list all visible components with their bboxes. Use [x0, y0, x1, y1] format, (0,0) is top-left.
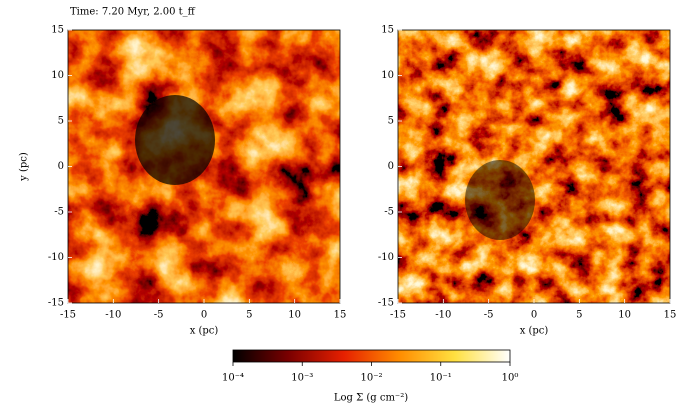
- x-tick-label: 15: [664, 310, 677, 321]
- figure: Time: 7.20 Myr, 2.00 t_ff Log Σ (g cm⁻²)…: [0, 0, 689, 406]
- colorbar-tick-label: 10⁻²: [360, 373, 382, 384]
- x-tick-label: -5: [154, 310, 164, 321]
- colorbar-tick-label: 10⁻⁴: [222, 373, 244, 384]
- colorbar-tick-label: 10⁰: [502, 373, 519, 384]
- x-tick-label: -10: [435, 310, 451, 321]
- x-tick-label: 15: [334, 310, 347, 321]
- y-tick-label: -15: [378, 298, 394, 309]
- x-tick-label: 0: [531, 310, 537, 321]
- x-tick-label: 5: [246, 310, 252, 321]
- y-tick-label: -10: [48, 252, 64, 263]
- x-tick-label: -15: [60, 310, 76, 321]
- y-tick-label: 10: [51, 70, 64, 81]
- y-tick-label: 5: [58, 116, 64, 127]
- y-tick-label: -10: [378, 252, 394, 263]
- density-map: [398, 30, 670, 303]
- cavity: [135, 95, 215, 185]
- y-tick-label: -5: [54, 207, 64, 218]
- x-tick-label: -5: [484, 310, 494, 321]
- cavity: [465, 160, 535, 240]
- x-tick-label: 10: [288, 310, 301, 321]
- x-tick-label: -15: [390, 310, 406, 321]
- colorbar: [233, 350, 510, 362]
- y-tick-label: 15: [381, 25, 394, 36]
- y-tick-label: -5: [384, 207, 394, 218]
- x-tick-label: 10: [618, 310, 631, 321]
- x-axis-label: x (pc): [520, 326, 549, 337]
- y-tick-label: 0: [58, 161, 64, 172]
- colorbar-tick-label: 10⁻³: [291, 373, 313, 384]
- y-tick-label: 10: [381, 70, 394, 81]
- y-axis-label: y (pc): [19, 152, 30, 182]
- y-tick-label: 5: [388, 116, 394, 127]
- figure-title: Time: 7.20 Myr, 2.00 t_ff: [70, 7, 196, 18]
- y-tick-label: 15: [51, 25, 64, 36]
- x-axis-label: x (pc): [190, 326, 219, 337]
- x-tick-label: 0: [201, 310, 207, 321]
- x-tick-label: 5: [576, 310, 582, 321]
- colorbar-label: Log Σ (g cm⁻²): [334, 393, 408, 404]
- y-tick-label: -15: [48, 298, 64, 309]
- y-tick-label: 0: [388, 161, 394, 172]
- colorbar-tick-label: 10⁻¹: [430, 373, 452, 384]
- x-tick-label: -10: [105, 310, 121, 321]
